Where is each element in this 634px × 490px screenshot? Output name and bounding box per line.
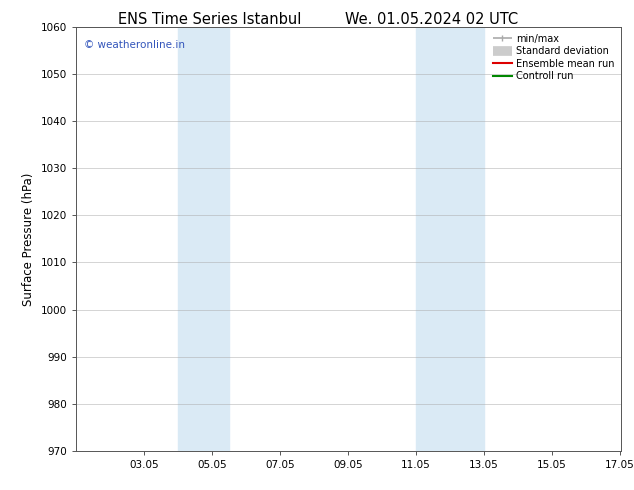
Text: ENS Time Series Istanbul: ENS Time Series Istanbul [117, 12, 301, 27]
Y-axis label: Surface Pressure (hPa): Surface Pressure (hPa) [22, 172, 36, 306]
Text: We. 01.05.2024 02 UTC: We. 01.05.2024 02 UTC [344, 12, 518, 27]
Legend: min/max, Standard deviation, Ensemble mean run, Controll run: min/max, Standard deviation, Ensemble me… [491, 32, 616, 83]
Bar [178, 27, 229, 451]
Text: © weatheronline.in: © weatheronline.in [84, 40, 185, 49]
Bar [416, 27, 484, 451]
